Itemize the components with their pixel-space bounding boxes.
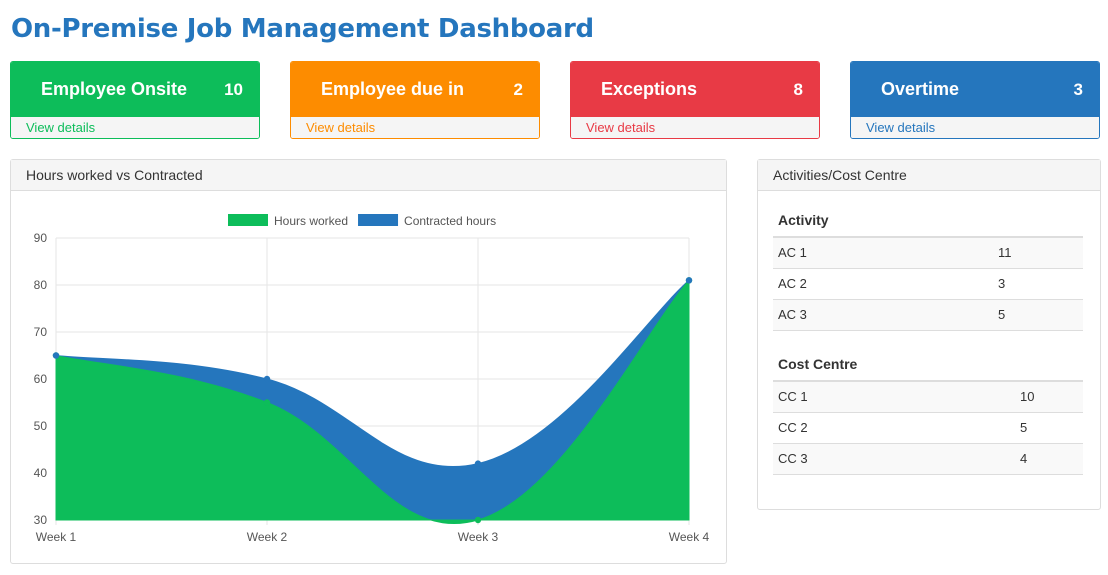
activity-header: Activity xyxy=(773,205,1083,238)
card-employee-due-in: Employee due in 2 View details xyxy=(290,61,540,139)
card-label: Employee due in xyxy=(321,79,465,99)
x-tick-label: Week 4 xyxy=(669,530,710,544)
table-row: CC 3 4 xyxy=(773,444,1083,475)
x-tick-label: Week 2 xyxy=(247,530,288,544)
table-row: CC 2 5 xyxy=(773,413,1083,444)
legend-swatch xyxy=(228,214,268,226)
hours-panel-title: Hours worked vs Contracted xyxy=(11,160,726,191)
view-details-link[interactable]: View details xyxy=(851,117,1099,138)
activity-value: 11 xyxy=(998,245,1012,260)
hours-panel: Hours worked vs Contracted 30 40 50 60 70 80 9… xyxy=(10,159,727,564)
data-point xyxy=(263,399,271,406)
legend-label: Hours worked xyxy=(274,214,348,228)
view-details-link[interactable]: View details xyxy=(291,117,539,138)
table-row: AC 1 11 xyxy=(773,238,1083,269)
activity-name: AC 1 xyxy=(778,245,807,260)
data-point xyxy=(474,460,482,467)
table-row: AC 2 3 xyxy=(773,269,1083,300)
cost-centre-value: 10 xyxy=(1020,389,1035,404)
card-label: Employee Onsite xyxy=(41,79,188,99)
card-header: Exceptions 8 xyxy=(571,62,819,117)
card-count: 8 xyxy=(793,79,803,99)
activity-value: 5 xyxy=(998,307,1006,322)
x-tick-label: Week 1 xyxy=(36,530,77,544)
card-count: 2 xyxy=(513,79,523,99)
activity-name: AC 3 xyxy=(778,307,807,322)
y-tick-label: 80 xyxy=(34,278,48,292)
legend-label: Contracted hours xyxy=(404,214,496,228)
x-tick-label: Week 3 xyxy=(458,530,499,544)
y-tick-label: 70 xyxy=(34,325,48,339)
card-exceptions: Exceptions 8 View details xyxy=(570,61,820,139)
data-point xyxy=(685,277,693,284)
data-point xyxy=(52,352,60,359)
cost-centre-value: 4 xyxy=(1020,451,1028,466)
card-employee-onsite: Employee Onsite 10 View details xyxy=(10,61,260,139)
card-label: Exceptions xyxy=(601,79,698,99)
cost-centre-name: CC 2 xyxy=(778,420,808,435)
table-row: AC 3 5 xyxy=(773,300,1083,331)
y-tick-label: 40 xyxy=(34,466,48,480)
cost-centre-header: Cost Centre xyxy=(773,349,1083,382)
card-label: Overtime xyxy=(881,79,960,99)
activity-name: AC 2 xyxy=(778,276,807,291)
cost-centre-name: CC 1 xyxy=(778,389,808,404)
y-tick-label: 90 xyxy=(34,231,48,245)
view-details-link[interactable]: View details xyxy=(571,117,819,138)
series-area-hours-worked xyxy=(55,278,690,524)
y-tick-label: 50 xyxy=(34,419,48,433)
card-header: Overtime 3 xyxy=(851,62,1099,117)
data-point xyxy=(263,375,271,383)
card-header: Employee Onsite 10 xyxy=(11,62,259,117)
y-tick-label: 30 xyxy=(34,513,48,527)
activities-panel: Activities/Cost Centre Activity AC 1 11 … xyxy=(757,159,1101,510)
activity-value: 3 xyxy=(998,276,1006,291)
cost-centre-table: Cost Centre CC 1 10 CC 2 5 CC 3 4 xyxy=(773,349,1083,475)
cost-centre-name: CC 3 xyxy=(778,451,808,466)
page-title: On-Premise Job Management Dashboard xyxy=(11,14,594,44)
card-count: 10 xyxy=(224,79,243,99)
card-header: Employee due in 2 xyxy=(291,62,539,117)
data-point xyxy=(474,516,482,524)
view-details-link[interactable]: View details xyxy=(11,117,259,138)
y-tick-label: 60 xyxy=(34,372,48,386)
activities-panel-title: Activities/Cost Centre xyxy=(758,160,1100,191)
card-overtime: Overtime 3 View details xyxy=(850,61,1100,139)
activity-table: Activity AC 1 11 AC 2 3 AC 3 5 xyxy=(773,205,1083,331)
cost-centre-value: 5 xyxy=(1020,420,1028,435)
table-row: CC 1 10 xyxy=(773,382,1083,413)
card-count: 3 xyxy=(1073,79,1083,99)
legend-swatch xyxy=(358,214,399,226)
